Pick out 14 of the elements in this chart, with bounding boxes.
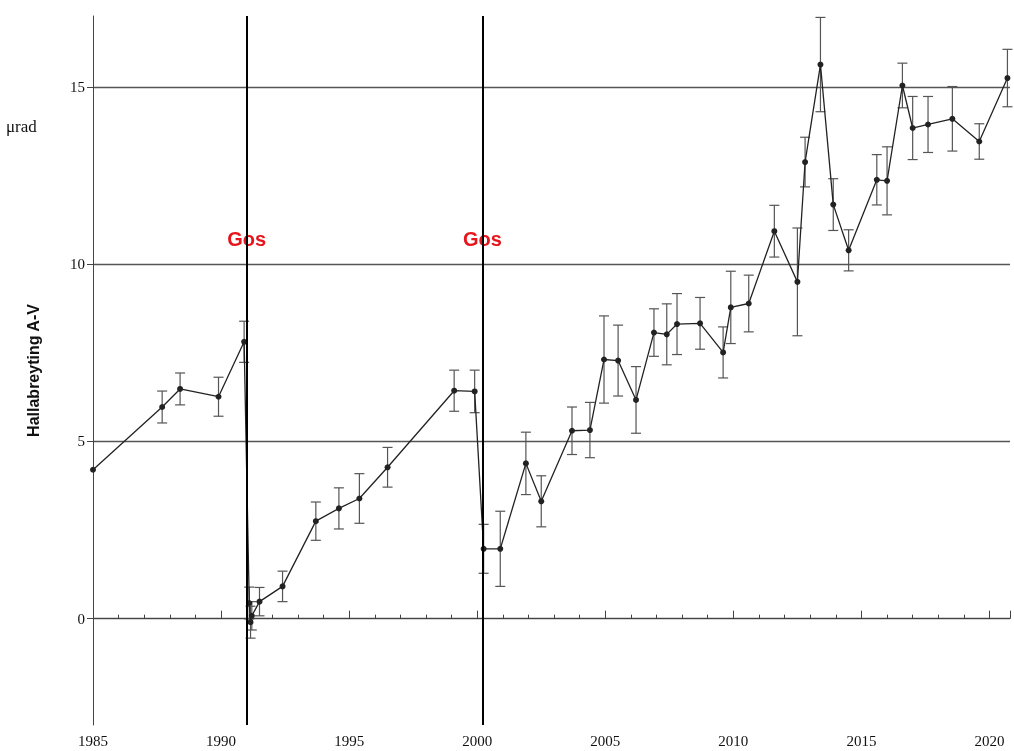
x-tick-label: 1985 [78,732,108,749]
y-tick-label: 15 [70,78,85,95]
x-tick-label: 1995 [334,732,365,749]
y-axis-title: Hallabreyting A-V [24,303,42,437]
y-tick-label: 0 [77,610,85,627]
x-tick-label: 2010 [718,732,749,749]
x-tick-label: 1990 [206,732,237,749]
x-tick-label: 2015 [846,732,877,749]
text: μrad [6,117,38,136]
x-tick-label: 2005 [590,732,621,749]
y-tick-label: 10 [70,256,85,273]
y-tick-label: 5 [77,433,85,450]
x-tick-label: 2000 [462,732,493,749]
x-tick-label: 2020 [974,732,1005,749]
